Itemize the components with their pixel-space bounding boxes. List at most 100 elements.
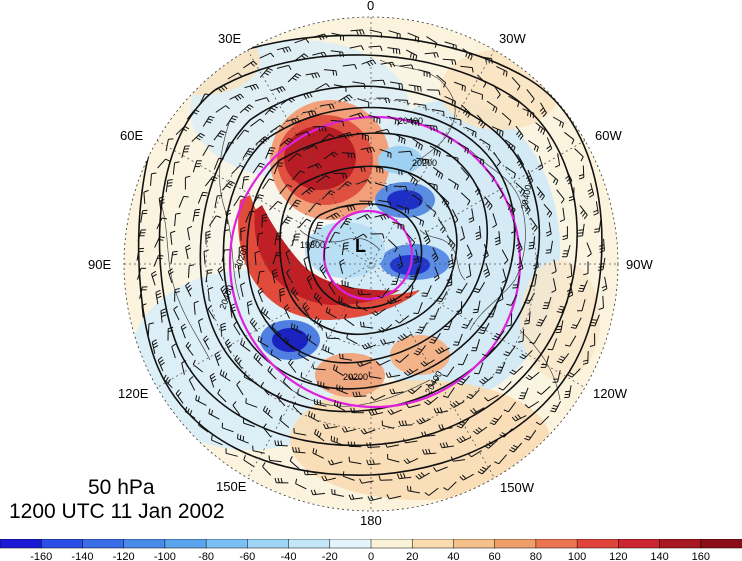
wind-barb-feather xyxy=(171,343,177,348)
wind-barb-feather xyxy=(330,215,335,220)
wind-barb-feather xyxy=(561,122,564,128)
wind-barb-feather xyxy=(262,423,267,429)
wind-barb-feather xyxy=(183,195,189,198)
wind-barb-feather xyxy=(230,303,236,307)
wind-barb xyxy=(370,497,383,502)
wind-barb-feather xyxy=(330,459,335,465)
wind-barb-feather xyxy=(552,178,557,184)
wind-barb-feather xyxy=(155,289,161,293)
wind-barb-feather xyxy=(555,180,559,186)
wind-barb xyxy=(249,321,258,332)
wind-barb-feather xyxy=(217,135,223,138)
wind-barb-feather xyxy=(353,407,356,413)
wind-barb xyxy=(285,252,291,265)
wind-barb xyxy=(460,282,468,294)
wind-barb-feather xyxy=(507,143,511,149)
wind-barb-feather xyxy=(519,164,524,169)
wind-barb-feather xyxy=(151,270,157,275)
wind-barb-feather xyxy=(288,137,294,142)
wind-barb-feather xyxy=(270,147,276,149)
wind-barb-feather xyxy=(269,368,273,373)
wind-barb-feather xyxy=(234,96,239,101)
wind-barb-feather xyxy=(306,274,312,279)
wind-barb-feather xyxy=(161,311,167,315)
wind-barb xyxy=(333,368,344,377)
wind-barb-feather xyxy=(421,158,424,165)
wind-barb-feather xyxy=(424,238,430,242)
wind-barb xyxy=(528,429,537,441)
wind-barb-feather xyxy=(533,227,538,232)
wind-barb-feather xyxy=(447,240,452,245)
wind-barb-feather xyxy=(296,199,302,203)
wind-barb-feather xyxy=(421,417,426,422)
wind-barb-feather xyxy=(270,349,273,355)
wind-barb xyxy=(315,83,327,91)
wind-barb-feather xyxy=(308,188,313,193)
wind-barb xyxy=(219,374,231,382)
wind-barb-feather xyxy=(338,296,340,302)
wind-barb-feather xyxy=(547,348,553,351)
wind-barb-feather xyxy=(314,145,318,150)
wind-barb-feather xyxy=(205,233,211,236)
wind-barb xyxy=(494,414,503,426)
wind-barb xyxy=(460,166,470,177)
wind-barb-feather xyxy=(568,198,574,202)
wind-barb-feather xyxy=(227,183,233,187)
wind-barb-feather xyxy=(521,353,527,358)
wind-barb-feather xyxy=(159,236,165,239)
wind-barb xyxy=(539,415,550,426)
wind-barb-feather xyxy=(249,85,254,91)
wind-barb-feather xyxy=(340,297,343,303)
wind-barb-feather xyxy=(569,372,575,376)
wind-barb-feather xyxy=(229,120,235,123)
wind-barb-feather xyxy=(479,158,482,164)
wind-barb xyxy=(208,215,217,227)
anomaly-field xyxy=(124,17,618,511)
wind-barb-feather xyxy=(429,341,435,344)
wind-barb xyxy=(279,419,290,428)
wind-barb-feather xyxy=(233,320,238,326)
wind-barb xyxy=(312,492,326,496)
wind-barb-feather xyxy=(411,64,414,70)
wind-barb-feather xyxy=(237,263,243,267)
wind-barb xyxy=(398,254,404,267)
wind-barb-feather xyxy=(138,250,144,253)
wind-barb-feather xyxy=(587,253,592,258)
lon-60e: 60E xyxy=(120,128,143,143)
wind-barb xyxy=(292,405,302,416)
wind-barb-feather xyxy=(421,431,424,437)
wind-barb-feather xyxy=(577,290,583,292)
wind-barb-feather xyxy=(159,199,165,202)
wind-barb-feather xyxy=(403,371,409,376)
wind-barb-feather xyxy=(461,326,467,329)
wind-barb-feather xyxy=(296,325,299,331)
wind-barb-feather xyxy=(347,152,350,159)
wind-barb xyxy=(590,182,595,195)
wind-barb-feather xyxy=(296,153,302,157)
wind-barb-feather xyxy=(346,133,350,138)
wind-barb-feather xyxy=(481,466,487,470)
wind-barb xyxy=(369,376,382,379)
wind-barb-feather xyxy=(494,461,500,465)
wind-barb-feather xyxy=(336,401,339,407)
wind-barb-feather xyxy=(456,309,462,312)
colorbar-swatch xyxy=(535,539,578,549)
wind-barb xyxy=(387,444,399,448)
map-boundary xyxy=(123,16,619,512)
wind-barb-feather xyxy=(184,406,188,412)
wind-barb-feather xyxy=(417,120,420,127)
wind-barb xyxy=(338,300,350,307)
wind-barb-feather xyxy=(225,105,230,110)
wind-barb xyxy=(561,301,568,313)
wind-barb-feather xyxy=(198,420,201,426)
wind-barb-feather xyxy=(580,284,586,287)
wind-barb-feather xyxy=(316,430,320,436)
colorbar-swatch xyxy=(123,539,166,549)
wind-barb xyxy=(550,240,553,253)
wind-barb-feather xyxy=(440,346,445,352)
wind-barb xyxy=(323,477,336,482)
wind-barb-feather xyxy=(526,209,531,215)
wind-barbs xyxy=(136,29,608,502)
wind-barb-feather xyxy=(438,90,441,96)
wind-barb xyxy=(470,389,480,400)
